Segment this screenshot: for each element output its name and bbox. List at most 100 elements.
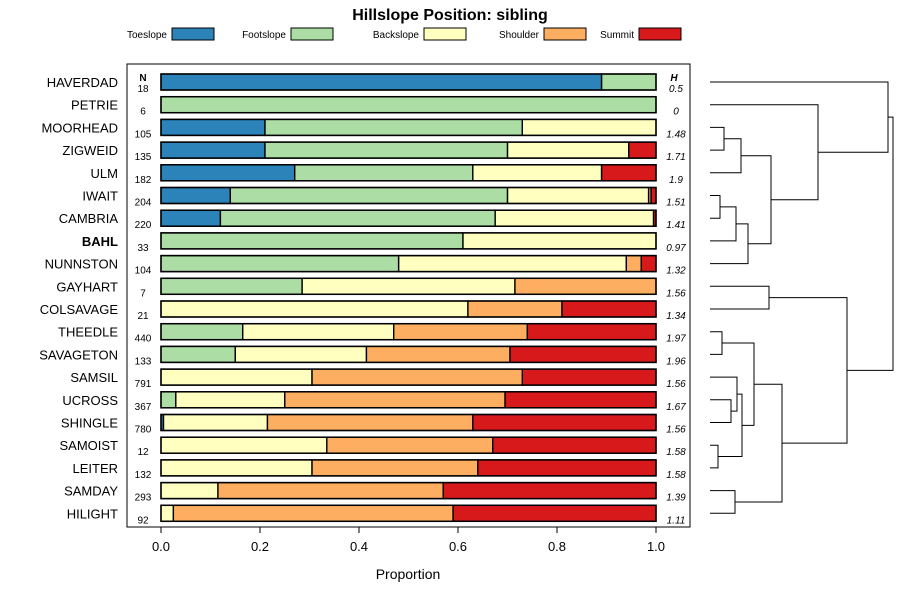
- row-label: SHINGLE: [61, 416, 118, 431]
- h-value: 1.67: [666, 402, 686, 413]
- legend-swatch-toeslope: [171, 27, 215, 41]
- bar-segment-summit: [641, 255, 656, 272]
- row-shingle: SHINGLE 780 1.56: [61, 413, 686, 436]
- row-label: SAMOIST: [59, 438, 118, 453]
- bar-segment-summit: [443, 482, 656, 499]
- bar-segment-shoulder: [467, 301, 562, 317]
- dendrogram-branch: [710, 223, 749, 265]
- bar-segment-footslope: [161, 232, 463, 249]
- h-value: 1.96: [666, 356, 686, 367]
- row-ulm: ULM 182 1.9: [91, 164, 683, 186]
- bar-outline: [160, 322, 657, 341]
- row-petrie: PETRIE 6 0: [71, 95, 679, 118]
- bar-segment-backslope: [163, 414, 268, 431]
- bar-segment-backslope: [507, 142, 629, 159]
- n-value: 7: [140, 288, 146, 299]
- bar-segment-footslope: [161, 255, 399, 272]
- bar-segment-backslope: [495, 210, 654, 227]
- row-ucross: UCROSS 367 1.67: [62, 391, 686, 413]
- h-value: 1.58: [666, 470, 686, 481]
- bar-segment-summit: [522, 369, 656, 386]
- bar-outline: [160, 232, 657, 250]
- legend-label-footslope: Footslope: [242, 30, 286, 41]
- n-value: 18: [137, 84, 149, 95]
- h-value: 0: [673, 107, 679, 118]
- row-zigweid: ZIGWEID 135 1.71: [62, 141, 686, 163]
- h-value: 1.34: [666, 311, 686, 322]
- bar-segment-toeslope: [161, 142, 265, 159]
- row-label: SAVAGETON: [39, 347, 118, 362]
- n-value: 92: [137, 515, 149, 526]
- h-value: 0.97: [666, 243, 686, 254]
- bar-outline: [160, 254, 657, 273]
- bar-segment-summit: [453, 505, 656, 522]
- bar-outline: [160, 186, 657, 205]
- row-samsil: SAMSIL 791 1.56: [70, 368, 686, 390]
- legend-swatch-summit: [638, 27, 682, 41]
- n-value: 133: [135, 356, 152, 367]
- bar-segment-shoulder: [311, 369, 523, 386]
- bar-segment-summit: [509, 346, 656, 363]
- row-label: CAMBRIA: [59, 211, 119, 226]
- bar-segment-backslope: [161, 369, 312, 386]
- bar-outline: [160, 141, 657, 159]
- bar-segment-backslope: [235, 346, 367, 363]
- h-value: 1.56: [666, 379, 686, 390]
- n-value: 220: [135, 220, 152, 231]
- bar-segment-summit: [492, 437, 656, 454]
- row-label: SAMSIL: [70, 370, 118, 385]
- n-value: 12: [137, 447, 149, 458]
- n-value: 440: [135, 334, 152, 345]
- bar-segment-toeslope: [161, 119, 265, 136]
- dendrogram-branch: [847, 116, 894, 371]
- legend-swatch-footslope: [290, 27, 334, 41]
- row-label: NUNNSTON: [45, 257, 118, 272]
- bar-segment-toeslope: [161, 187, 231, 204]
- bar-outline: [160, 413, 657, 432]
- legend-label-summit: Summit: [600, 30, 634, 41]
- dendrogram-branch: [718, 393, 743, 458]
- bar-segment-footslope: [294, 164, 473, 181]
- row-samoist: SAMOIST 12 1.58: [59, 436, 686, 458]
- bar-segment-footslope: [264, 142, 508, 159]
- bar-segment-backslope: [242, 323, 394, 340]
- x-tick-label: 0.6: [449, 539, 467, 554]
- row-label: HAVERDAD: [47, 75, 118, 90]
- bar-segment-footslope: [161, 323, 243, 340]
- legend: Toeslope Footslope Backslope Shoulder Summit: [127, 27, 682, 41]
- x-axis: 0.0 0.2 0.4 0.6 0.8 1.0: [152, 527, 665, 554]
- legend-label-backslope: Backslope: [373, 30, 420, 41]
- h-column-header: H: [670, 73, 678, 84]
- dendrogram-branch: [710, 138, 742, 174]
- bar-segment-footslope: [264, 119, 523, 136]
- bar-segment-summit: [601, 164, 656, 181]
- bar-outline: [160, 277, 657, 296]
- bar-segment-backslope: [472, 164, 602, 181]
- row-label: GAYHART: [56, 279, 118, 294]
- row-samday: SAMDAY 293 1.39: [64, 481, 686, 504]
- bar-segment-backslope: [161, 437, 327, 454]
- bar-segment-toeslope: [161, 210, 221, 227]
- bar-outline: [160, 209, 657, 227]
- dendrogram-branch: [710, 126, 725, 151]
- row-haverdad: HAVERDAD 18 0.5: [47, 73, 683, 95]
- bar-segment-footslope: [230, 187, 508, 204]
- bar-outline: [160, 300, 657, 318]
- dendrogram-branch: [722, 342, 755, 426]
- bar-segment-backslope: [161, 482, 218, 499]
- bar-segment-shoulder: [366, 346, 510, 363]
- row-hilight: HILIGHT 92 1.11: [67, 504, 685, 526]
- row-label: LEITER: [72, 461, 118, 476]
- bar-segment-shoulder: [284, 391, 506, 408]
- legend-label-toeslope: Toeslope: [127, 30, 167, 41]
- dendrogram-branch: [710, 206, 737, 242]
- bar-segment-footslope: [220, 210, 496, 227]
- bar-segment-backslope: [161, 459, 312, 476]
- chart-title: Hillslope Position: sibling: [352, 7, 548, 24]
- h-value: 1.58: [666, 447, 686, 458]
- n-value: 105: [135, 129, 152, 140]
- h-value: 1.56: [666, 288, 686, 299]
- n-value: 780: [135, 425, 152, 436]
